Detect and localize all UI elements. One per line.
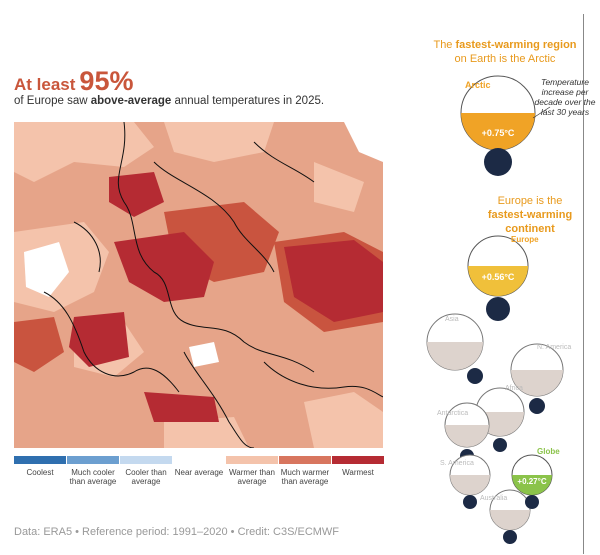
bulb-label-antarctica: Antarctica: [437, 410, 468, 417]
headline: At least 95%: [14, 66, 133, 97]
europe-bulb: Europe +0.56°C: [467, 235, 539, 321]
map-warmest-areas: [69, 172, 383, 422]
australia-bulb: Australia: [480, 489, 531, 544]
subtitle-emphasis: above-average: [90, 95, 172, 107]
bulb-label-s-america: S. America: [440, 460, 474, 467]
thermometer-bulbs: Arctic +0.75°C Europe +0.56°C Asia N. Am…: [426, 75, 571, 544]
arctic-heading-before: The: [433, 39, 456, 51]
legend-swatch: [14, 456, 66, 464]
arctic-heading-bold: fastest-warming region: [455, 39, 577, 51]
legend-swatch: [120, 456, 172, 464]
legend-label: Cooler than average: [125, 468, 167, 486]
bulb-label-n-america: N. America: [537, 344, 571, 351]
subtitle: of Europe saw above-average annual tempe…: [14, 95, 324, 107]
headline-value: 95%: [79, 66, 134, 96]
arctic-heading: The fastest-warming region on Earth is t…: [420, 38, 590, 66]
legend-swatch: [332, 456, 384, 464]
legend-swatch: [279, 456, 331, 464]
legend-item-much-cooler: Much cooler than average: [67, 456, 119, 486]
panel-divider: [583, 14, 584, 554]
legend-item-warmest: Warmest: [332, 456, 384, 477]
n-america-bulb: N. America: [510, 343, 571, 414]
europe-heading: Europe is the fastest-warming continent: [470, 194, 590, 236]
europe-heading-bold: fastest-warming continent: [487, 209, 573, 235]
legend-item-cooler: Cooler than average: [120, 456, 172, 486]
legend-swatch: [173, 456, 225, 464]
legend-swatch: [226, 456, 278, 464]
bulb-value-globe: +0.27°C: [517, 477, 546, 486]
bulb-value-arctic: +0.75°C: [482, 128, 515, 138]
legend-label: Near average: [174, 468, 224, 477]
bulb-value-europe: +0.56°C: [482, 272, 515, 282]
legend-item-coolest: Coolest: [14, 456, 66, 477]
legend-item-near-average: Near average: [173, 456, 225, 477]
bulb-label-asia: Asia: [445, 316, 459, 323]
map-near-average-areas: [24, 122, 383, 367]
europe-anomaly-map: [14, 122, 383, 448]
legend-label: Warmer than average: [229, 468, 275, 486]
thermometer-annotation: Temperature increase per decade over the…: [534, 77, 596, 117]
bulb-label-arctic: Arctic: [465, 80, 491, 90]
antarctica-bulb: Antarctica: [437, 402, 490, 463]
arctic-bulb: Arctic +0.75°C: [460, 75, 551, 176]
legend-label: Warmest: [342, 468, 374, 477]
asia-bulb: Asia: [426, 313, 484, 384]
legend-label: Coolest: [26, 468, 54, 477]
legend-label: Much cooler than average: [69, 468, 117, 486]
legend-swatch: [67, 456, 119, 464]
globe-bulb: Globe +0.27°C: [511, 447, 560, 509]
map-legend: Coolest Much cooler than average Cooler …: [14, 456, 384, 496]
legend-item-warmer: Warmer than average: [226, 456, 278, 486]
subtitle-before: of Europe saw: [14, 95, 91, 107]
s-america-bulb: S. America: [440, 454, 491, 509]
map-coastlines: [43, 122, 383, 448]
bulb-label-australia: Australia: [480, 495, 507, 502]
legend-item-much-warmer: Much warmer than average: [279, 456, 331, 486]
headline-prefix: At least: [14, 75, 76, 94]
bulb-label-globe: Globe: [537, 447, 560, 456]
source-credit: Data: ERA5 • Reference period: 1991–2020…: [14, 526, 340, 538]
bulb-label-europe: Europe: [511, 235, 539, 244]
bulb-label-africa: Africa: [505, 385, 523, 392]
legend-label: Much warmer than average: [280, 468, 330, 486]
europe-heading-before: Europe is the: [497, 195, 563, 207]
arctic-heading-after: on Earth is the Arctic: [454, 53, 556, 65]
subtitle-after: annual temperatures in 2025.: [171, 95, 325, 107]
